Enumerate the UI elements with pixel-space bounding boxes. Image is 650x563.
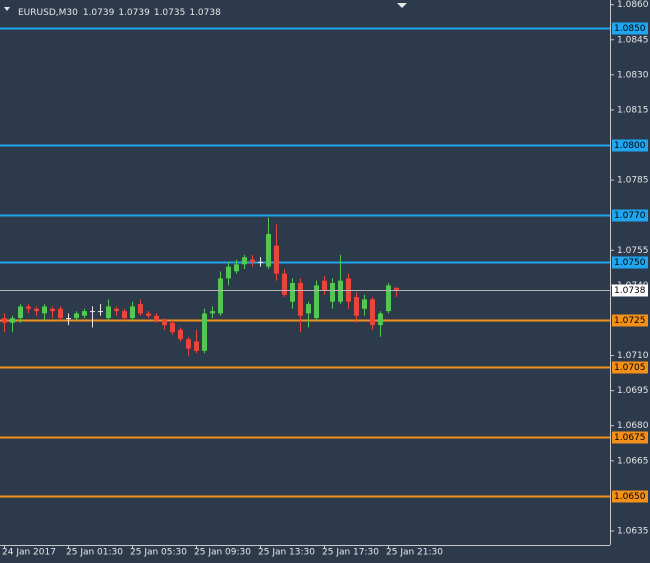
header-high: 1.0739 (118, 8, 150, 18)
x-tick-label: 25 Jan 21:30 (386, 548, 443, 558)
candle-body (66, 318, 71, 320)
candle-body (258, 261, 263, 263)
y-tick-label: 1.0680 (617, 421, 649, 431)
candle-body (58, 308, 63, 319)
candle-body (354, 297, 359, 316)
candle-body (370, 299, 375, 326)
level-label: 1.0725 (614, 316, 646, 326)
y-tick-label: 1.0695 (617, 386, 649, 396)
candle-body (114, 308, 119, 312)
candle-body (266, 233, 271, 267)
candle-body (34, 308, 39, 312)
chart-header: EURUSD,M30 1.0739 1.0739 1.0735 1.0738 (18, 8, 221, 18)
level-label: 1.0750 (614, 258, 646, 268)
y-tick-label: 1.0785 (617, 176, 649, 186)
x-tick-label: 25 Jan 17:30 (322, 548, 379, 558)
candle-body (26, 306, 31, 309)
candle-body (98, 311, 103, 313)
header-open: 1.0739 (83, 8, 115, 18)
y-tick-label: 1.0755 (617, 246, 649, 256)
header-low: 1.0735 (154, 8, 186, 18)
candle-body (2, 318, 7, 323)
x-tick-label: 25 Jan 13:30 (258, 548, 315, 558)
level-label: 1.0770 (614, 211, 646, 221)
level-label: 1.0705 (614, 363, 646, 373)
x-tick-label: 25 Jan 09:30 (194, 548, 251, 558)
candle-body (362, 299, 367, 309)
candle-body (178, 329, 183, 340)
candle-body (82, 311, 87, 316)
candle-body (314, 285, 319, 319)
candle-body (154, 315, 159, 321)
candle-body (386, 285, 391, 312)
level-label-box (612, 256, 648, 269)
level-label-box (612, 490, 648, 503)
y-tick-label: 1.0635 (617, 526, 649, 536)
menu-arrow[interactable] (4, 7, 10, 11)
level-label: 1.0675 (614, 433, 646, 443)
level-label-box (612, 431, 648, 444)
candle-body (218, 278, 223, 314)
candle-body (50, 308, 55, 312)
candle-body (330, 283, 335, 302)
y-tick-label: 1.0830 (617, 70, 649, 80)
candle-body (274, 245, 279, 274)
candle-body (202, 313, 207, 351)
x-tick-label: 25 Jan 01:30 (66, 548, 123, 558)
candle-body (170, 322, 175, 333)
candle-body (146, 313, 151, 316)
level-label-box (612, 314, 648, 327)
y-tick-label: 1.0665 (617, 456, 649, 466)
candle-body (378, 313, 383, 326)
level-label-box (612, 139, 648, 152)
candle-body (242, 257, 247, 265)
candle-body (290, 283, 295, 302)
candle-body (130, 306, 135, 319)
y-tick-label: 1.0710 (617, 351, 649, 361)
candle-body (306, 304, 311, 314)
candle-body (138, 304, 143, 314)
last-price-label: 1.0738 (614, 286, 646, 296)
candle-body (10, 318, 15, 323)
candle-body (298, 283, 303, 316)
candle-body (226, 266, 231, 279)
candle-body (162, 320, 167, 326)
y-tick-label: 1.0860 (617, 0, 649, 10)
candle-body (90, 311, 95, 313)
level-label: 1.0650 (614, 492, 646, 502)
shift-marker[interactable] (397, 3, 407, 8)
candle-body (394, 287, 399, 291)
last-price-box (612, 284, 648, 297)
x-tick-label: 24 Jan 2017 (2, 548, 56, 558)
level-label-box (612, 209, 648, 222)
candle-body (250, 259, 255, 262)
candle-body (122, 311, 127, 319)
y-tick-label: 1.0845 (617, 35, 649, 45)
x-tick-label: 25 Jan 05:30 (130, 548, 187, 558)
y-tick-label: 1.0815 (617, 105, 649, 115)
candle-body (282, 273, 287, 295)
candle-body (42, 306, 47, 314)
chart-title: EURUSD,M30 (18, 8, 78, 18)
level-label: 1.0850 (614, 24, 646, 34)
candle-body (234, 264, 239, 272)
candle-body (338, 280, 343, 302)
level-label-box (612, 22, 648, 35)
level-label-box (612, 361, 648, 374)
level-label: 1.0800 (614, 141, 646, 151)
candle-body (322, 280, 327, 291)
candle-body (194, 341, 199, 351)
candle-body (186, 339, 191, 349)
header-close: 1.0738 (189, 8, 221, 18)
candle-body (18, 306, 23, 319)
candle-body (210, 311, 215, 314)
candle-body (106, 306, 111, 319)
candle-body (74, 313, 79, 319)
